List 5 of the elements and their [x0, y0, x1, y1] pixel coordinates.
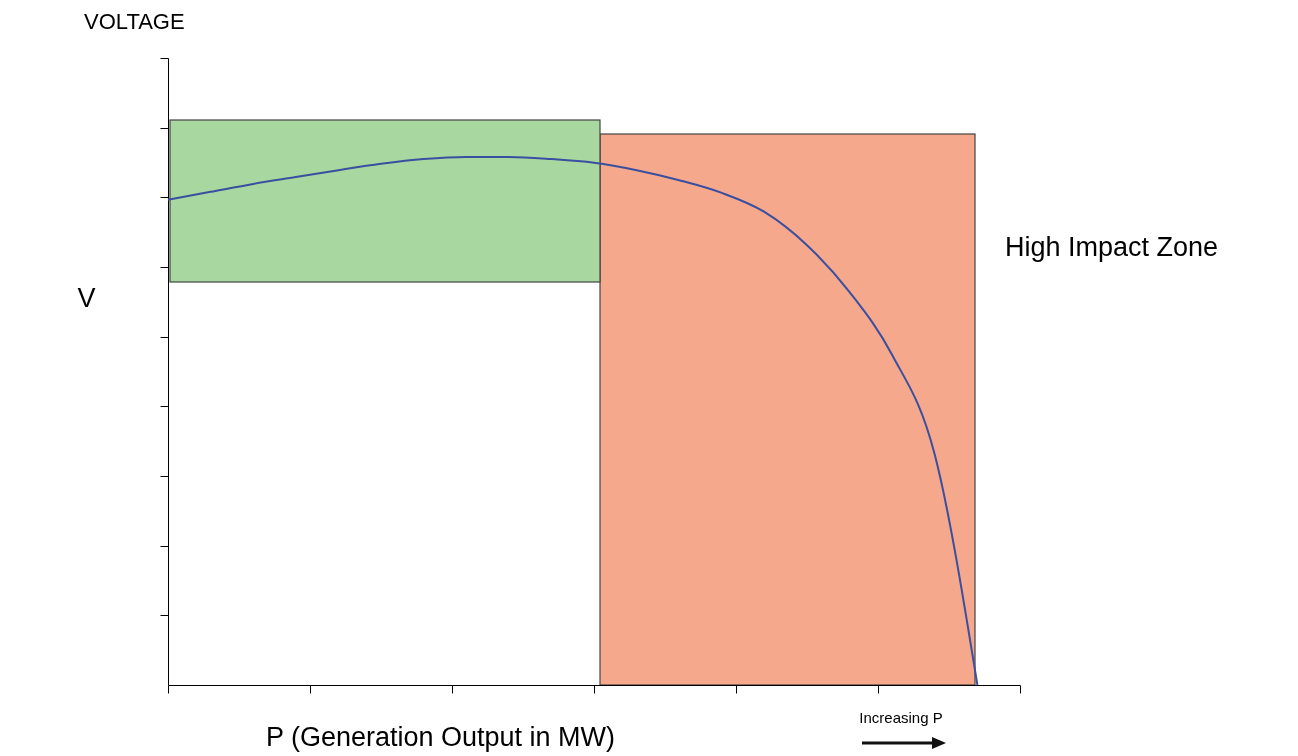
y-axis-title: V [77, 282, 96, 313]
chart-title: VOLTAGE [84, 8, 185, 34]
x-axis-title: P (Generation Output in MW) [265, 721, 616, 752]
annotation: High Impact Zone [1005, 232, 1219, 262]
text: Increasing P [859, 709, 943, 726]
